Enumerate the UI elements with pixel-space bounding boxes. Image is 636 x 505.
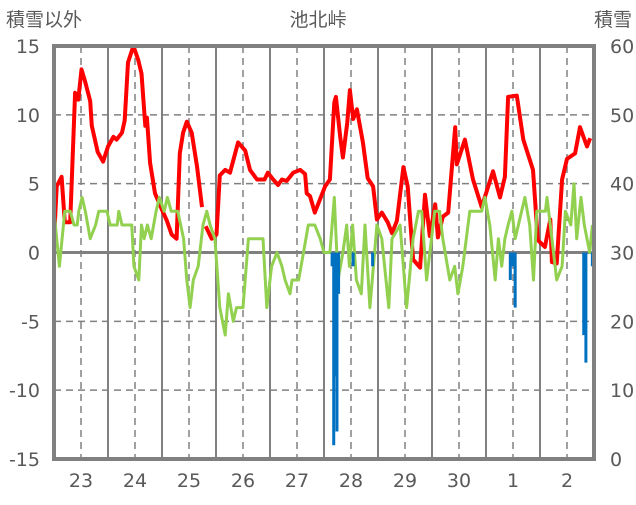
grid — [54, 46, 594, 459]
blue-bar — [584, 252, 588, 363]
plot-frame — [52, 44, 596, 461]
x-tick-label: 27 — [285, 470, 309, 492]
left-tick-label: -10 — [9, 380, 40, 402]
x-tick-label: 28 — [339, 470, 363, 492]
right-tick-label: 10 — [610, 380, 634, 402]
blue-bar — [508, 252, 512, 281]
right-tick-label: 60 — [610, 36, 634, 58]
right-tick-label: 40 — [610, 174, 634, 196]
blue-bar — [333, 252, 337, 377]
green-series-line — [52, 182, 594, 337]
left-tick-label: -15 — [9, 449, 40, 471]
blue-bar — [335, 252, 339, 432]
blue-bar — [337, 252, 341, 294]
chart-title: 池北峠 — [289, 9, 346, 31]
left-axis-title: 積雪以外 — [6, 9, 82, 31]
blue-bar — [332, 252, 336, 446]
red-series-line — [52, 44, 204, 241]
blue-bar — [510, 252, 514, 267]
x-tick-label: 30 — [447, 470, 471, 492]
right-tick-label: 20 — [610, 311, 634, 333]
right-axis-title: 積雪 — [594, 9, 632, 31]
x-tick-label: 1 — [507, 470, 519, 492]
right-tick-label: 30 — [610, 243, 634, 265]
x-tick-label: 23 — [69, 470, 93, 492]
x-tick-label: 2 — [561, 470, 573, 492]
x-tick-label: 24 — [123, 470, 147, 492]
x-tick-label: 29 — [393, 470, 417, 492]
blue-bar — [582, 252, 586, 336]
right-tick-label: 0 — [610, 449, 622, 471]
left-tick-label: 10 — [16, 105, 40, 127]
left-tick-label: 0 — [28, 243, 40, 265]
blue-bar — [513, 252, 517, 308]
blue-bar — [351, 252, 355, 267]
x-tick-label: 25 — [177, 470, 201, 492]
left-tick-label: -5 — [21, 311, 40, 333]
x-tick-label: 26 — [231, 470, 255, 492]
left-tick-label: 15 — [16, 36, 40, 58]
red-series-line — [203, 88, 593, 270]
left-tick-label: 5 — [28, 174, 40, 196]
right-tick-label: 50 — [610, 105, 634, 127]
blue-bar — [371, 252, 375, 267]
blue-bar — [330, 252, 334, 267]
